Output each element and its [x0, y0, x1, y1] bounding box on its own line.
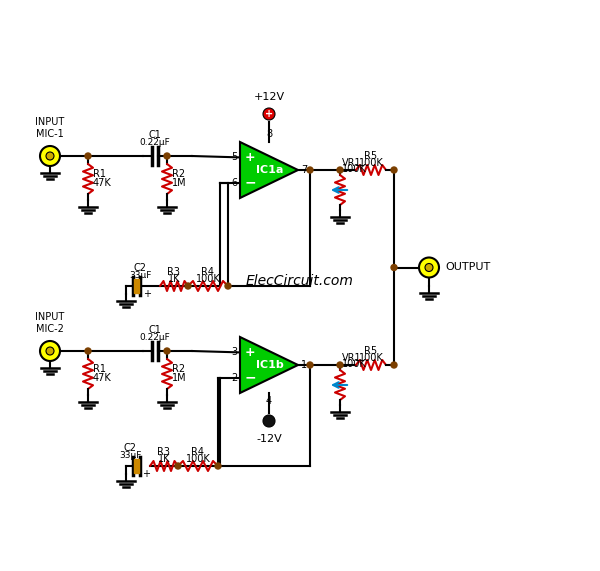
- Text: 100K: 100K: [359, 158, 383, 168]
- Circle shape: [85, 153, 91, 159]
- Text: +: +: [143, 289, 151, 299]
- Text: R5: R5: [364, 151, 377, 161]
- Bar: [134, 279, 139, 293]
- Text: 100K: 100K: [185, 454, 211, 464]
- Text: VR1: VR1: [342, 158, 362, 168]
- Text: 5: 5: [231, 152, 237, 162]
- Circle shape: [263, 415, 275, 427]
- Circle shape: [425, 263, 433, 271]
- Text: R4: R4: [191, 447, 205, 457]
- Text: 0.22μF: 0.22μF: [140, 333, 170, 342]
- Text: 100K: 100K: [342, 164, 367, 174]
- Text: −: −: [244, 176, 256, 190]
- Circle shape: [337, 362, 343, 368]
- Text: 100K: 100K: [196, 274, 220, 284]
- Text: 33μF: 33μF: [119, 451, 141, 460]
- Text: 100K: 100K: [342, 359, 367, 369]
- Circle shape: [164, 348, 170, 354]
- Text: 47K: 47K: [93, 373, 112, 383]
- Polygon shape: [240, 337, 298, 393]
- Text: 7: 7: [301, 165, 307, 175]
- Text: INPUT
MIC-1: INPUT MIC-1: [35, 118, 65, 139]
- Circle shape: [263, 108, 275, 120]
- Text: R2: R2: [172, 364, 185, 374]
- Text: R1: R1: [93, 364, 106, 374]
- Text: 1M: 1M: [172, 178, 187, 188]
- Text: −: −: [244, 371, 256, 385]
- Circle shape: [391, 167, 397, 173]
- Circle shape: [85, 348, 91, 354]
- Text: +: +: [265, 109, 273, 119]
- Circle shape: [225, 283, 231, 289]
- Text: 8: 8: [266, 129, 272, 139]
- Text: 100K: 100K: [359, 353, 383, 363]
- Text: 1M: 1M: [172, 373, 187, 383]
- Circle shape: [215, 463, 221, 469]
- Circle shape: [40, 146, 60, 166]
- Text: ElecCircuit.com: ElecCircuit.com: [246, 274, 354, 288]
- Text: 1K: 1K: [158, 454, 170, 464]
- Circle shape: [46, 347, 54, 355]
- Circle shape: [164, 153, 170, 159]
- Text: 0.22μF: 0.22μF: [140, 138, 170, 147]
- Circle shape: [185, 283, 191, 289]
- Text: C1: C1: [149, 325, 161, 335]
- Text: 47K: 47K: [93, 178, 112, 188]
- Text: 1: 1: [301, 360, 307, 370]
- Text: R4: R4: [202, 267, 215, 277]
- Text: 2: 2: [231, 373, 237, 383]
- Text: 6: 6: [231, 178, 237, 188]
- Text: +: +: [245, 151, 256, 164]
- Text: R3: R3: [157, 447, 170, 457]
- Text: +: +: [245, 346, 256, 359]
- Text: R1: R1: [93, 169, 106, 179]
- Text: IC1b: IC1b: [256, 360, 284, 370]
- Text: C2: C2: [124, 443, 137, 453]
- Text: +: +: [142, 469, 150, 479]
- Text: R5: R5: [364, 346, 377, 356]
- Text: R2: R2: [172, 169, 185, 179]
- Text: 1K: 1K: [168, 274, 180, 284]
- Text: -12V: -12V: [256, 434, 282, 444]
- Text: R3: R3: [167, 267, 181, 277]
- Circle shape: [337, 167, 343, 173]
- Text: 4: 4: [266, 396, 272, 406]
- Text: OUTPUT: OUTPUT: [445, 263, 490, 272]
- Circle shape: [391, 362, 397, 368]
- Text: C2: C2: [133, 263, 146, 273]
- Circle shape: [46, 152, 54, 160]
- Text: VR1: VR1: [342, 353, 362, 363]
- Circle shape: [307, 362, 313, 368]
- Circle shape: [40, 341, 60, 361]
- Polygon shape: [240, 142, 298, 198]
- Circle shape: [307, 167, 313, 173]
- Circle shape: [391, 264, 397, 271]
- Text: C1: C1: [149, 130, 161, 140]
- Text: 33μF: 33μF: [129, 271, 151, 280]
- Text: +12V: +12V: [253, 92, 284, 102]
- Text: INPUT
MIC-2: INPUT MIC-2: [35, 312, 65, 334]
- Circle shape: [419, 258, 439, 278]
- Bar: [134, 459, 139, 473]
- Text: IC1a: IC1a: [256, 165, 284, 175]
- Circle shape: [175, 463, 181, 469]
- Text: 3: 3: [231, 347, 237, 357]
